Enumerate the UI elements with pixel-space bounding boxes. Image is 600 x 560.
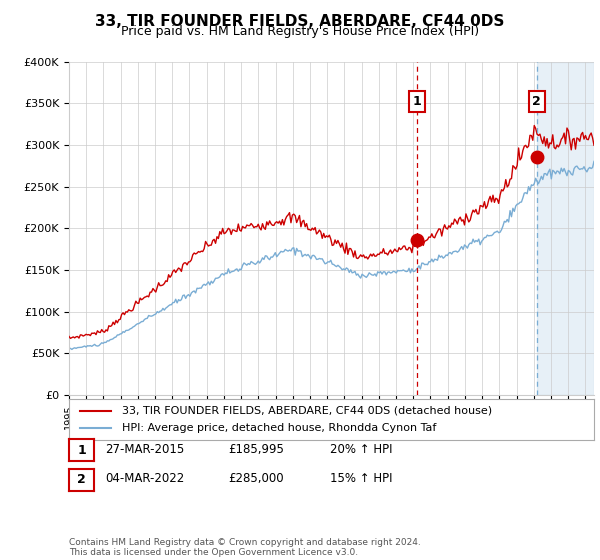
Text: Contains HM Land Registry data © Crown copyright and database right 2024.
This d: Contains HM Land Registry data © Crown c… [69,538,421,557]
Text: £285,000: £285,000 [228,472,284,486]
Text: Price paid vs. HM Land Registry's House Price Index (HPI): Price paid vs. HM Land Registry's House … [121,25,479,38]
Text: HPI: Average price, detached house, Rhondda Cynon Taf: HPI: Average price, detached house, Rhon… [121,423,436,433]
Text: 20% ↑ HPI: 20% ↑ HPI [330,442,392,456]
Text: £185,995: £185,995 [228,442,284,456]
Text: 33, TIR FOUNDER FIELDS, ABERDARE, CF44 0DS (detached house): 33, TIR FOUNDER FIELDS, ABERDARE, CF44 0… [121,405,491,416]
Text: 1: 1 [77,444,86,457]
Text: 2: 2 [77,473,86,487]
Text: 04-MAR-2022: 04-MAR-2022 [105,472,184,486]
Text: 33, TIR FOUNDER FIELDS, ABERDARE, CF44 0DS: 33, TIR FOUNDER FIELDS, ABERDARE, CF44 0… [95,14,505,29]
Text: 2: 2 [532,95,541,108]
Text: 15% ↑ HPI: 15% ↑ HPI [330,472,392,486]
Bar [536,62,594,395]
Text: 27-MAR-2015: 27-MAR-2015 [105,442,184,456]
Text: 1: 1 [412,95,421,108]
